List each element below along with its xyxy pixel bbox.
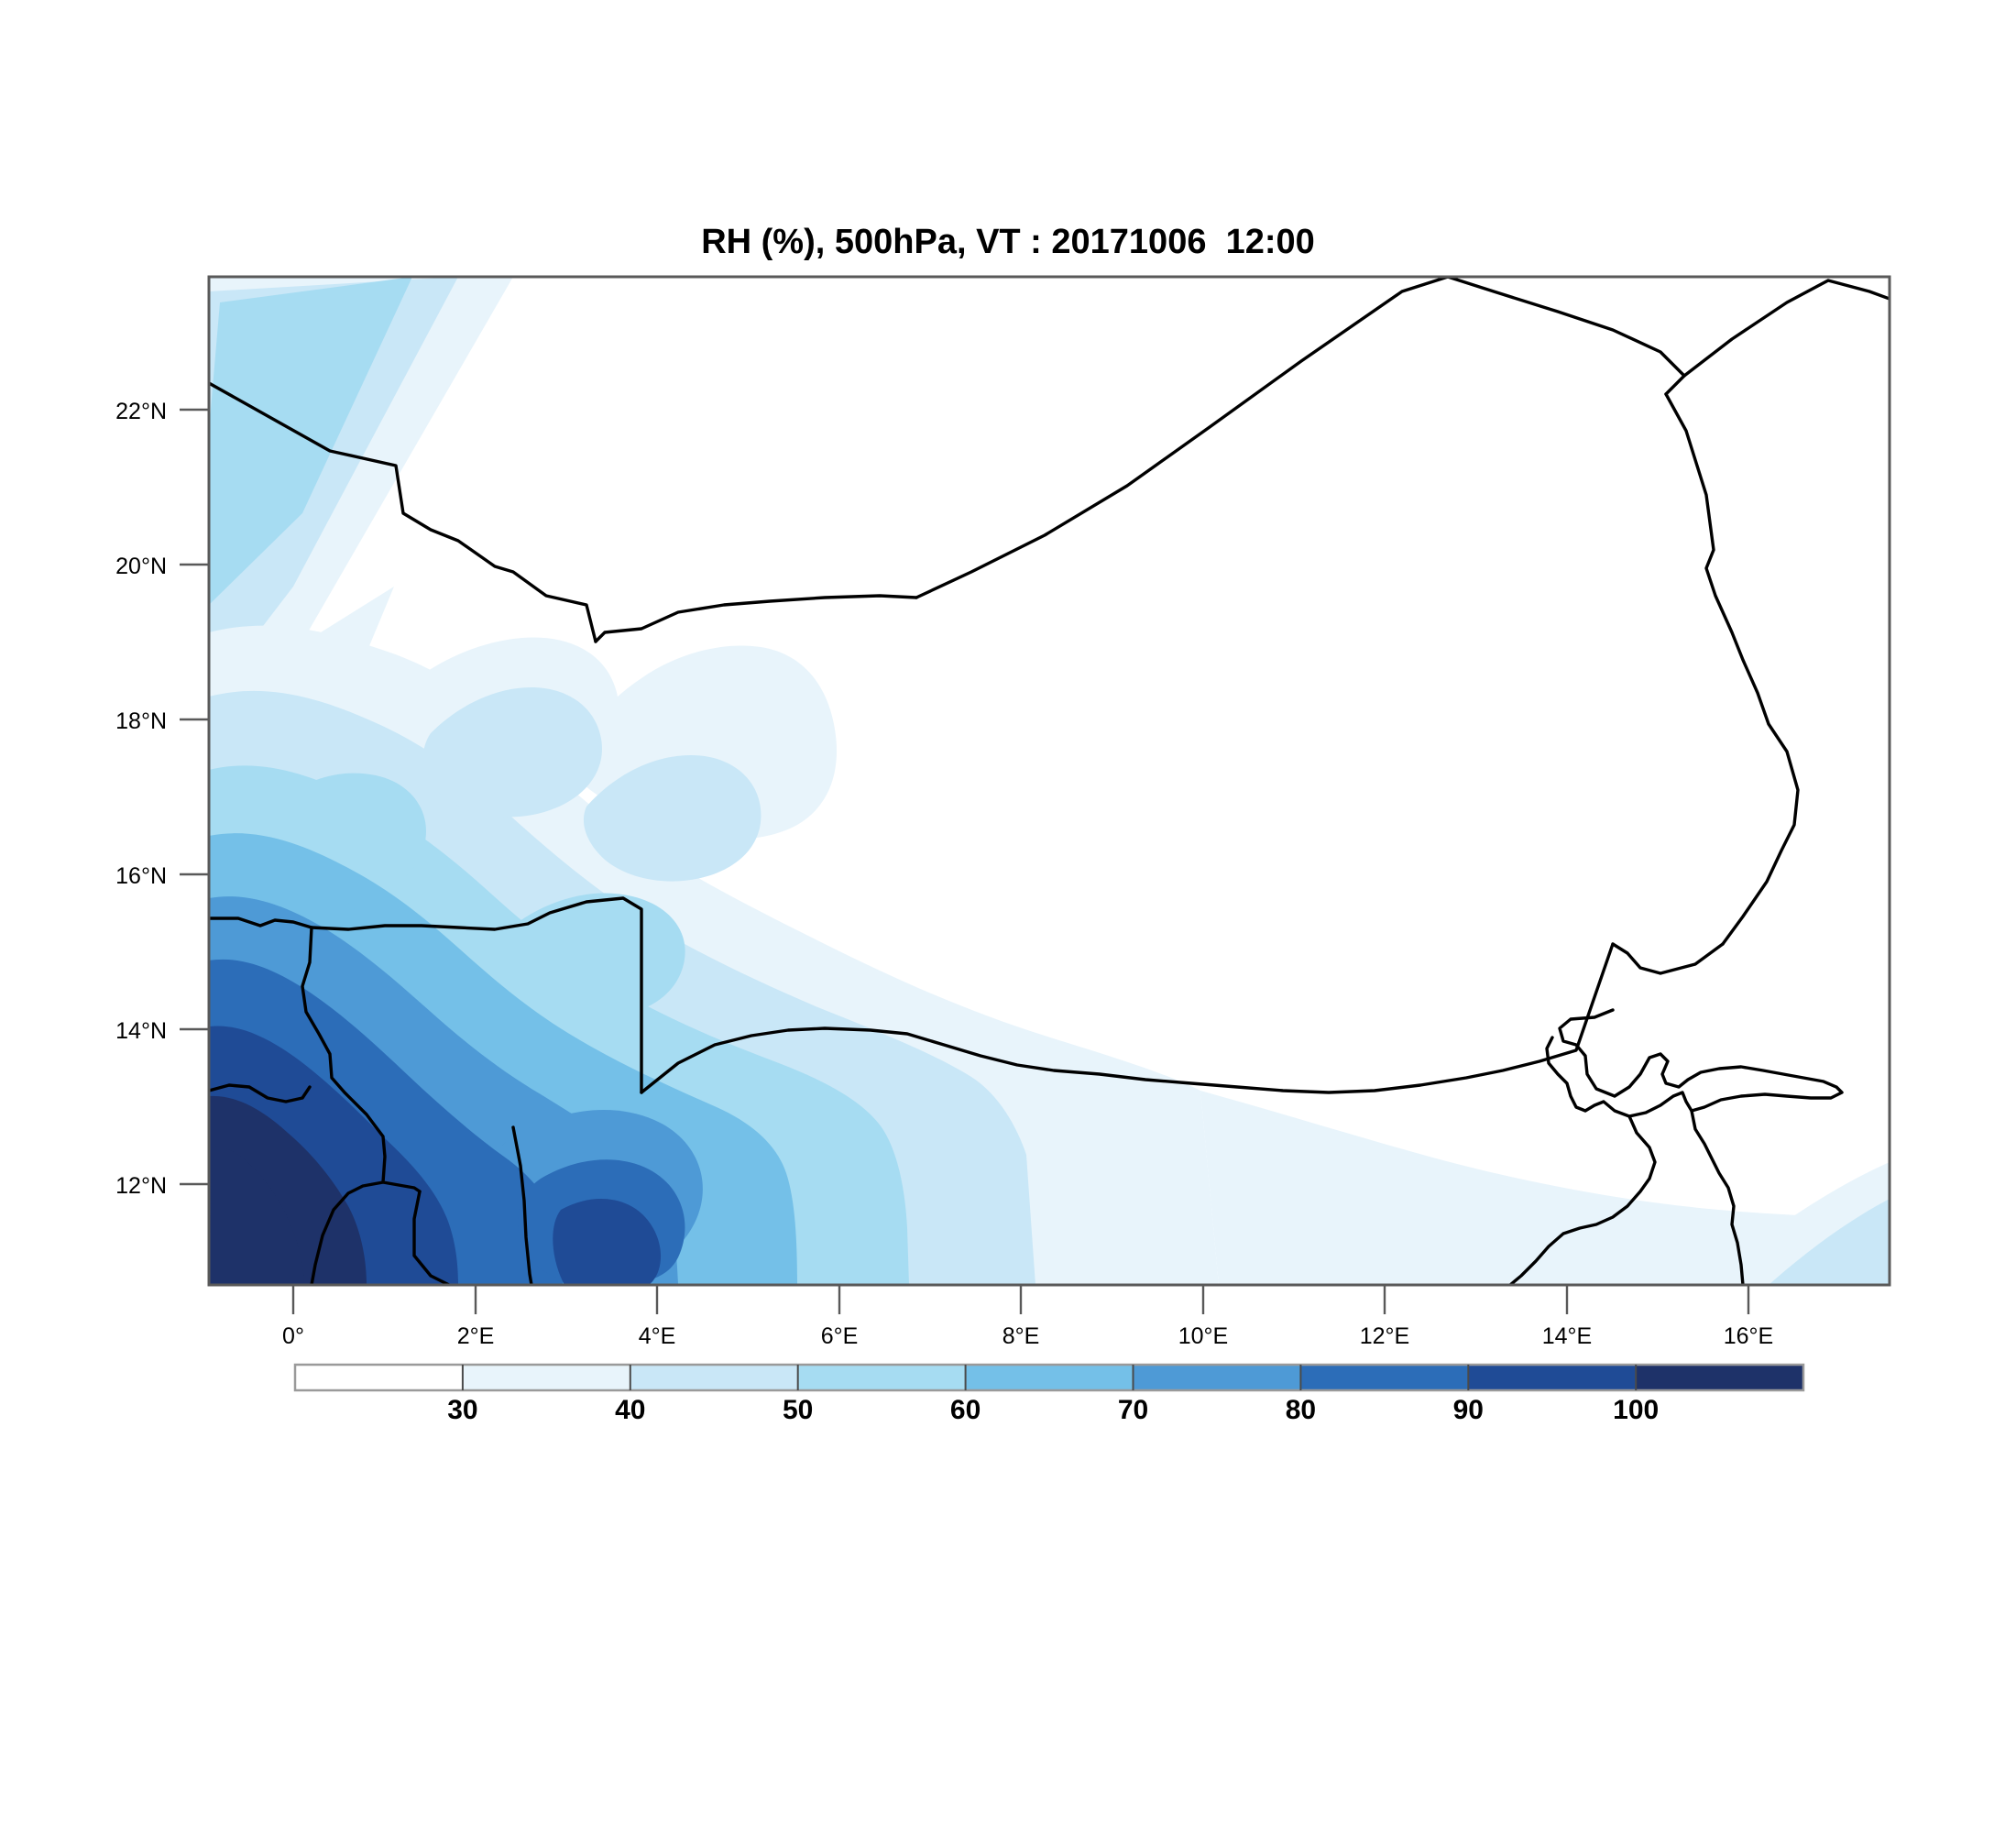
- page-title: RH (%), 500hPa, VT : 20171006 12:00: [701, 223, 1315, 261]
- colorbar-swatch: [1468, 1365, 1637, 1390]
- border-chad-south: [1611, 942, 1725, 975]
- x-tick-label: 14°E: [1542, 1323, 1592, 1349]
- border-algeria-niger: [594, 594, 918, 643]
- colorbar-swatch: [1133, 1365, 1301, 1390]
- colorbar[interactable]: 30 40 50 60 70 80 90 100: [293, 1363, 1805, 1425]
- y-tick-label: 14°N: [115, 1018, 167, 1044]
- country-borders: [209, 277, 1890, 1285]
- border-burkina-niger: [209, 896, 643, 1094]
- x-tick-label: 6°E: [821, 1323, 859, 1349]
- colorbar-tick-label: 60: [950, 1395, 981, 1425]
- colorbar-swatch: [1636, 1365, 1803, 1390]
- y-tick-label: 16°N: [115, 863, 167, 889]
- border-libya-chad-top: [1682, 279, 1890, 378]
- border-niger-nigeria-sw: [511, 1125, 533, 1285]
- border-niger-algeria-libya: [915, 277, 1450, 599]
- colorbar-tick-label: 40: [615, 1395, 645, 1425]
- colorbar-tick-labels: 30 40 50 60 70 80 90 100: [447, 1395, 1659, 1425]
- border-nigeria-cameroon-w: [1508, 1114, 1657, 1285]
- x-tick-label: 0°: [282, 1323, 304, 1349]
- plot-frame: [207, 275, 1891, 1287]
- colorbar-swatch: [1300, 1365, 1469, 1390]
- lake-chad: [1545, 1008, 1844, 1118]
- colorbar-divider: [461, 1365, 1638, 1390]
- border-niger-chad: [1664, 392, 1800, 946]
- colorbar-tick-label: 80: [1286, 1395, 1316, 1425]
- colorbar-swatch: [797, 1365, 966, 1390]
- x-axis-tick-labels: 0° 2°E 4°E 6°E 8°E 10°E 12°E 14°E 16°E: [282, 1323, 1773, 1349]
- rh-blob-80-90-e: [553, 1199, 662, 1285]
- x-tick-label: 2°E: [457, 1323, 495, 1349]
- x-tick-label: 8°E: [1003, 1323, 1040, 1349]
- x-tick-label: 16°E: [1724, 1323, 1773, 1349]
- colorbar-tick-label: 90: [1453, 1395, 1484, 1425]
- colorbar-swatch: [630, 1365, 798, 1390]
- colorbar-tick-label: 30: [447, 1395, 477, 1425]
- colorbar-tick-label: 100: [1613, 1395, 1659, 1425]
- rh-lobe-30-40-n2: [583, 755, 761, 882]
- x-tick-label: 12°E: [1360, 1323, 1409, 1349]
- y-tick-marks: [180, 408, 209, 1186]
- colorbar-tick-label: 50: [783, 1395, 813, 1425]
- border-burkina-benin: [301, 926, 422, 1193]
- y-tick-label: 12°N: [115, 1173, 167, 1199]
- border-niger-nigeria: [640, 942, 1615, 1094]
- colorbar-swatch: [462, 1365, 630, 1390]
- rh-plume-20-30-e: [1200, 1091, 1890, 1285]
- border-cameroon-nigeria: [1690, 1109, 1745, 1285]
- y-axis-tick-labels: 22°N 20°N 18°N 16°N 14°N 12°N: [115, 399, 167, 1199]
- rh-band-above-100: [209, 1146, 304, 1285]
- border-benin-west: [310, 1180, 385, 1285]
- rh-plume-se-corner2: [1769, 1199, 1890, 1285]
- x-tick-label: 4°E: [639, 1323, 676, 1349]
- colorbar-frame: [293, 1363, 1805, 1392]
- border-burkina-south: [209, 1083, 312, 1103]
- y-tick-label: 18°N: [115, 708, 167, 734]
- y-tick-label: 22°N: [115, 399, 167, 424]
- colorbar-swatch: [965, 1365, 1134, 1390]
- colorbar-swatch: [295, 1365, 463, 1390]
- x-tick-marks: [291, 1285, 1750, 1314]
- x-tick-label: 10°E: [1178, 1323, 1228, 1349]
- border-mali-algeria: [209, 381, 597, 643]
- y-tick-label: 20°N: [115, 554, 167, 579]
- border-benin-nigeria: [412, 1190, 451, 1285]
- colorbar-tick-label: 70: [1118, 1395, 1148, 1425]
- rh-lobe-30-40-n1: [422, 687, 602, 818]
